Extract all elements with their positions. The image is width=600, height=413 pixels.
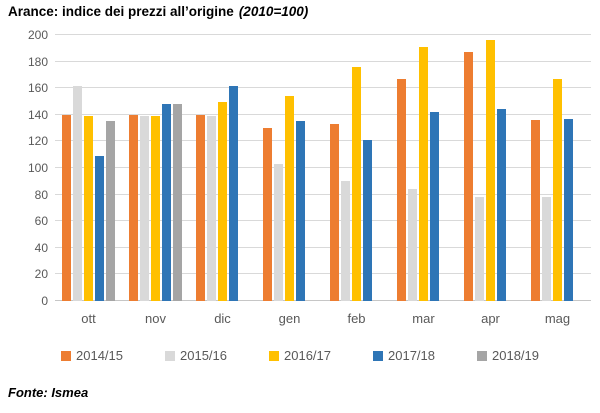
legend-swatch-icon: [373, 350, 383, 361]
bar-2015-16-ott: [73, 85, 82, 301]
bar-2014-15-apr: [464, 52, 473, 301]
gridline-0: [55, 300, 591, 301]
bar-2016-17-feb: [352, 66, 361, 301]
bar-2014-15-mag: [531, 120, 540, 301]
y-tick-label-0: 0: [41, 294, 48, 308]
legend-item-2015-16: 2015/16: [165, 348, 227, 363]
bar-2014-15-mar: [397, 78, 406, 301]
bar-2014-15-feb: [330, 124, 339, 301]
bar-group-ott: [55, 35, 122, 301]
bar-2015-16-nov: [140, 116, 149, 301]
bar-2017-18-dic: [229, 85, 238, 301]
y-tick-label-200: 200: [27, 28, 48, 42]
x-tick-label-gen: gen: [278, 311, 301, 326]
y-tick-label-180: 180: [27, 54, 48, 69]
bar-group-apr: [457, 35, 524, 301]
gridline-80: [55, 193, 591, 195]
legend-item-2014-15: 2014/15: [61, 348, 123, 363]
bar-2016-17-nov: [151, 116, 160, 301]
gridline-160: [55, 87, 591, 89]
bar-group-gen: [256, 35, 323, 301]
chart-title: Arance: indice dei prezzi all’origine (20…: [8, 4, 308, 19]
y-tick-label-60: 60: [34, 214, 48, 229]
bar-group-dic: [189, 35, 256, 301]
legend-label: 2016/17: [284, 348, 331, 363]
bar-2014-15-dic: [196, 114, 205, 301]
bar-2014-15-nov: [129, 114, 138, 301]
legend: 2014/15 2015/16 2016/17 2017/18 2018/19: [30, 348, 570, 363]
gridline-140: [55, 113, 591, 115]
x-tick-label-nov: nov: [145, 311, 166, 326]
x-axis: ott nov dic gen feb mar apr mag: [55, 303, 591, 326]
bar-2018-19-nov: [173, 104, 182, 301]
x-tick-label-mar: mar: [412, 311, 435, 326]
legend-item-2018-19: 2018/19: [477, 348, 539, 363]
gridline-60: [55, 220, 591, 222]
bar-2015-16-feb: [341, 181, 350, 301]
bar-group-feb: [323, 35, 390, 301]
legend-label: 2015/16: [180, 348, 227, 363]
bar-group-mag: [524, 35, 591, 301]
bar-2018-19-ott: [106, 121, 115, 301]
y-tick-label-120: 120: [27, 134, 48, 149]
legend-label: 2017/18: [388, 348, 435, 363]
bar-2015-16-gen: [274, 164, 283, 301]
bar-2017-18-mag: [564, 118, 573, 301]
bar-2015-16-mag: [542, 197, 551, 301]
gridline-20: [55, 273, 591, 275]
y-tick-label-100: 100: [27, 161, 48, 175]
legend-swatch-icon: [61, 350, 71, 361]
bar-2014-15-ott: [62, 114, 71, 301]
y-tick-label-140: 140: [27, 107, 48, 122]
bar-2015-16-apr: [475, 197, 484, 301]
bar-2016-17-dic: [218, 101, 227, 301]
bar-2016-17-mar: [419, 46, 428, 301]
gridline-120: [55, 140, 591, 142]
y-tick-label-40: 40: [34, 240, 48, 255]
legend-item-2016-17: 2016/17: [269, 348, 331, 363]
x-tick-label-apr: apr: [481, 311, 500, 326]
bar-2016-17-ott: [84, 116, 93, 301]
gridline-180: [55, 60, 591, 62]
y-tick-label-160: 160: [27, 81, 48, 96]
bar-2014-15-gen: [263, 128, 272, 301]
x-tick-label-feb: feb: [347, 311, 366, 326]
bar-2016-17-gen: [285, 96, 294, 301]
bar-2016-17-apr: [486, 40, 495, 301]
x-tick-label-ott: ott: [81, 311, 96, 326]
bar-2015-16-dic: [207, 116, 216, 301]
bar-2017-18-feb: [363, 140, 372, 301]
legend-swatch-icon: [165, 350, 175, 361]
legend-item-2017-18: 2017/18: [373, 348, 435, 363]
plot-area: [55, 34, 591, 301]
gridline-40: [55, 246, 591, 248]
bar-2017-18-gen: [296, 121, 305, 301]
legend-swatch-icon: [477, 350, 487, 361]
bar-groups: [55, 35, 591, 301]
chart-title-suffix: (2010=100): [238, 4, 309, 19]
legend-label: 2014/15: [76, 348, 123, 363]
bar-group-mar: [390, 35, 457, 301]
bar-group-nov: [122, 35, 189, 301]
gridline-100: [55, 167, 591, 168]
legend-swatch-icon: [269, 350, 279, 361]
x-tick-label-mag: mag: [544, 311, 571, 326]
chart-title-main: Arance: indice dei prezzi all’origine: [8, 4, 234, 19]
bar-2017-18-nov: [162, 104, 171, 301]
bar-2016-17-mag: [553, 78, 562, 301]
bar-2015-16-mar: [408, 189, 417, 301]
y-tick-label-80: 80: [34, 187, 48, 202]
legend-label: 2018/19: [492, 348, 539, 363]
gridline-200: [55, 34, 591, 35]
y-axis: 0 20 40 60 80 100 120 140 160 180 200: [10, 28, 48, 308]
source-note: Fonte: Ismea: [8, 385, 89, 400]
x-tick-label-dic: dic: [214, 311, 231, 326]
bar-2017-18-apr: [497, 109, 506, 301]
bar-2017-18-ott: [95, 156, 104, 301]
y-tick-label-20: 20: [34, 267, 48, 282]
bar-2017-18-mar: [430, 112, 439, 301]
